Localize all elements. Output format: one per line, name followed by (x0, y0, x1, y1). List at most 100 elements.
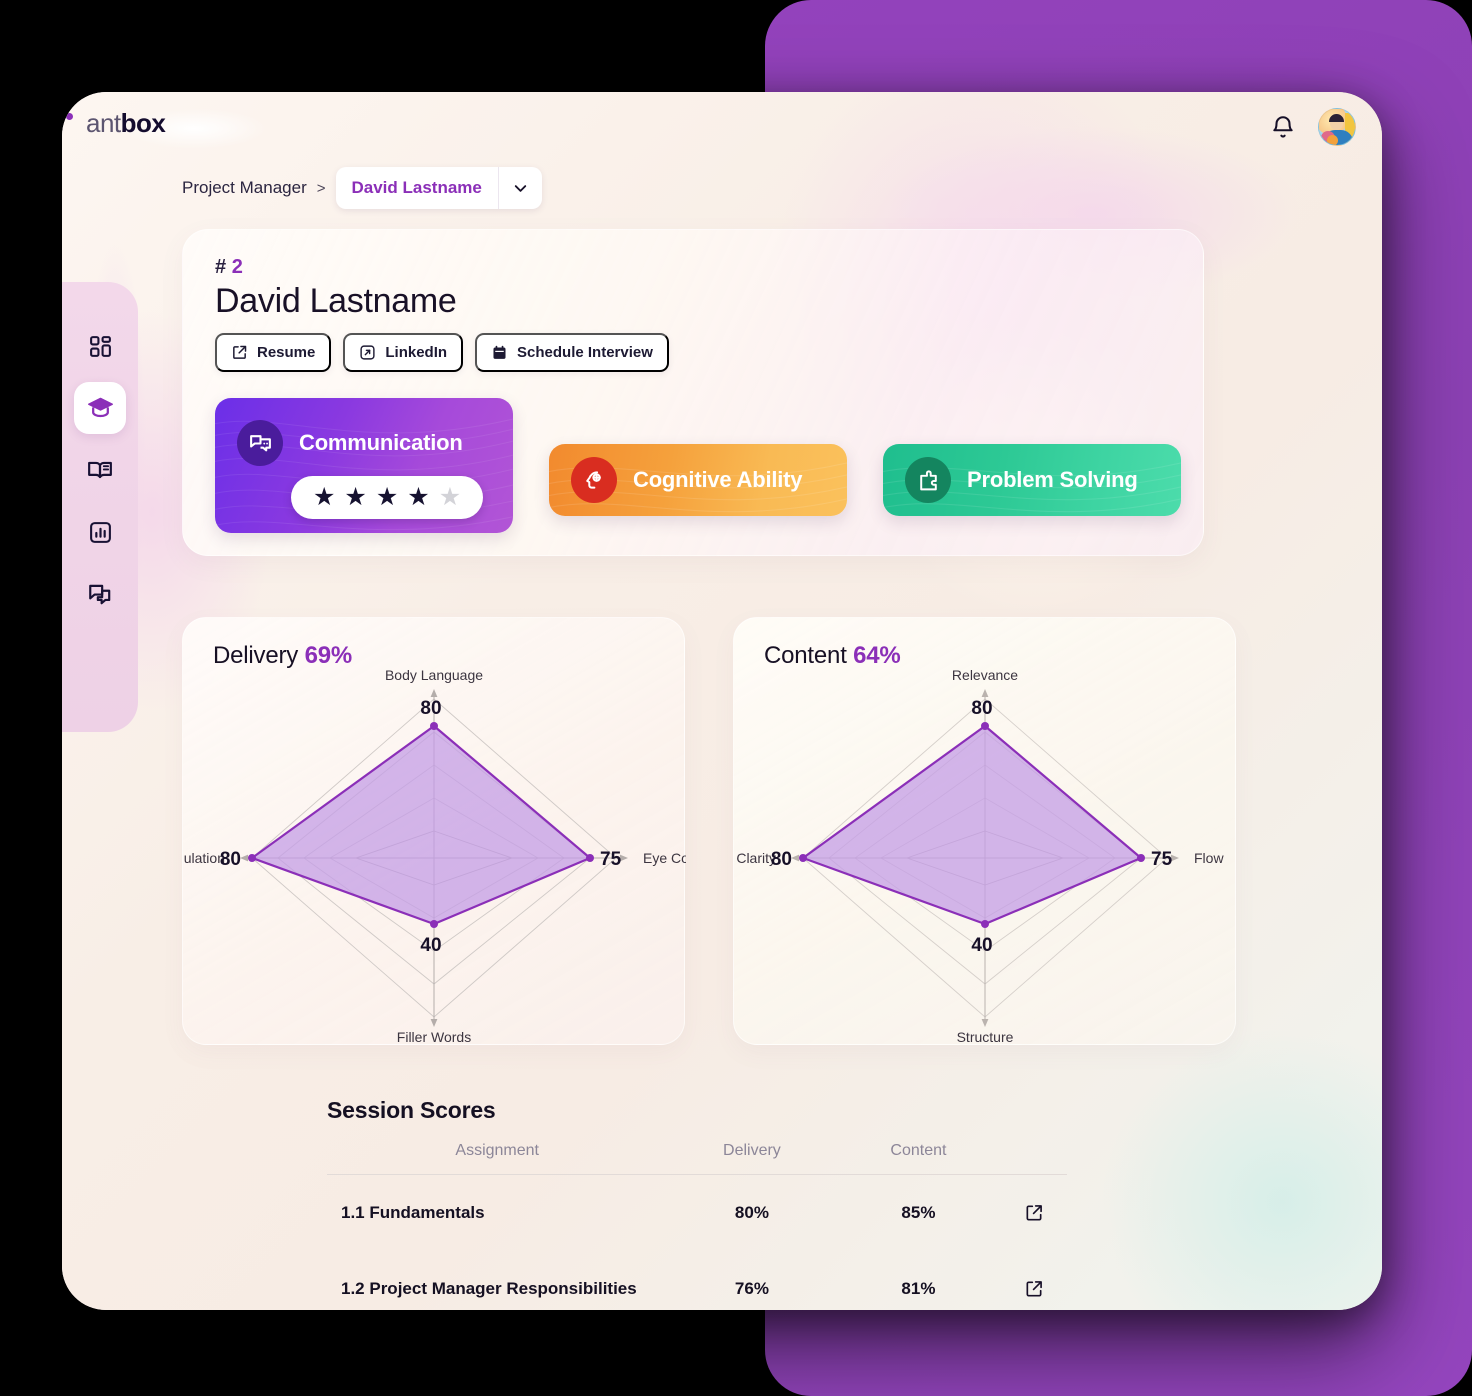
radar-title-content: Content 64% (764, 642, 901, 670)
radar-axis-label-1: Flow (1194, 850, 1224, 866)
cell-content: 81% (901, 1279, 936, 1298)
rank-hash: # (215, 256, 227, 278)
external-link-icon (1026, 1281, 1042, 1297)
radar-title-text: Delivery (213, 642, 299, 669)
radar-value-label-3: 80 (771, 849, 792, 870)
radar-score-value: 64% (853, 642, 901, 669)
skill-card-header: Problem Solving (905, 457, 1138, 503)
radar-value-label-3: 80 (220, 849, 241, 870)
puzzle-icon (905, 457, 951, 503)
skill-card-header: Cognitive Ability (571, 457, 803, 503)
external-link-icon (1026, 1205, 1042, 1221)
skill-label-cognitive-ability: Cognitive Ability (633, 467, 803, 492)
radar-axis-label-2: Filler Words (397, 1029, 471, 1043)
rank-number: 2 (231, 256, 243, 278)
skill-card-problem-solving[interactable]: Problem Solving (883, 444, 1181, 516)
sidebar-item-messages[interactable] (74, 568, 126, 620)
radar-value-label-0: 80 (420, 698, 441, 719)
communication-star-rating[interactable]: ★ ★ ★ ★ ★ (291, 476, 484, 519)
radar-value-label-0: 80 (971, 698, 992, 719)
sidebar-item-learning[interactable] (74, 382, 126, 434)
skill-card-cognitive-ability[interactable]: Cognitive Ability (549, 444, 847, 516)
candidate-profile-card: # 2 David Lastname Resume (182, 229, 1204, 556)
table-header-row: Assignment Delivery Content (327, 1138, 1067, 1175)
radar-value-label-1: 75 (1151, 849, 1173, 870)
cell-delivery: 76% (734, 1279, 769, 1298)
open-session-button[interactable] (1000, 1251, 1067, 1310)
breadcrumb-separator: > (316, 179, 326, 197)
sidebar-item-dashboard[interactable] (74, 320, 126, 372)
user-avatar[interactable] (1318, 108, 1356, 146)
radar-title-text: Content (764, 642, 847, 669)
linkedin-icon (359, 344, 376, 361)
skill-card-group: Communication ★ ★ ★ ★ ★ (215, 398, 1181, 533)
radar-chart-delivery: Body Language Eye Contact Filler Words M… (183, 668, 686, 1043)
candidate-selector[interactable]: David Lastname (335, 167, 542, 209)
avatar-flower-orange (1327, 135, 1338, 145)
column-header-content: Content (836, 1138, 1001, 1175)
skill-label-communication: Communication (299, 430, 463, 455)
star-empty: ★ (438, 483, 462, 511)
cell-assignment: 1.2 Project Manager Responsibilities (341, 1279, 637, 1298)
candidate-name: David Lastname (215, 282, 457, 320)
radar-axis-label-1: Eye Contact (643, 850, 686, 866)
star-filled: ★ (375, 483, 399, 511)
skill-card-communication[interactable]: Communication ★ ★ ★ ★ ★ (215, 398, 513, 533)
radar-title-delivery: Delivery 69% (213, 642, 352, 670)
candidate-action-chips: Resume LinkedIn (215, 333, 669, 372)
schedule-interview-button[interactable]: Schedule Interview (475, 333, 669, 372)
open-session-button[interactable] (1000, 1175, 1067, 1252)
radar-axis-label-2: Structure (957, 1029, 1014, 1043)
star-filled: ★ (407, 483, 430, 511)
bell-icon[interactable] (1270, 114, 1296, 140)
candidate-rank: # 2 (215, 256, 243, 279)
logo-light-text: ant (86, 108, 121, 138)
breadcrumb-root[interactable]: Project Manager (182, 178, 307, 197)
radar-card-content: Content 64% (733, 617, 1236, 1045)
external-link-icon (231, 344, 248, 361)
resume-label: Resume (257, 344, 316, 361)
linkedin-button[interactable]: LinkedIn (343, 333, 464, 372)
app-logo[interactable]: antbox (66, 108, 166, 139)
table-row[interactable]: 1.2 Project Manager Responsibilities 76%… (327, 1251, 1067, 1310)
candidate-selector-label: David Lastname (351, 178, 482, 197)
resume-button[interactable]: Resume (215, 333, 332, 372)
radar-axis-label-3: Clarity (736, 850, 776, 866)
radar-axis-label-0: Body Language (385, 668, 483, 683)
column-header-actions (1000, 1138, 1067, 1175)
radar-data-points (799, 722, 1145, 928)
linkedin-label: LinkedIn (385, 344, 448, 361)
brain-head-icon (571, 457, 617, 503)
radar-chart-content: Relevance Flow Structure Clarity 80 75 4… (736, 668, 1224, 1043)
chevron-down-icon[interactable] (497, 167, 542, 209)
cell-content: 85% (901, 1203, 936, 1222)
breadcrumb: Project Manager > David Lastname (182, 167, 542, 209)
session-scores-section: Session Scores Assignment Delivery Conte… (327, 1097, 1067, 1310)
radar-series-polygon (250, 724, 592, 926)
radar-value-label-1: 75 (600, 849, 622, 870)
table-row[interactable]: 1.1 Fundamentals 80% 85% (327, 1175, 1067, 1252)
app-window: antbox Project Manager > (62, 92, 1382, 1310)
logo-bold-text: box (120, 108, 166, 138)
sidebar-item-reports[interactable] (74, 506, 126, 558)
chat-bubbles-icon (237, 420, 283, 466)
radar-data-points (248, 722, 594, 928)
session-scores-table: Assignment Delivery Content 1.1 Fundamen… (327, 1138, 1067, 1310)
avatar-bg-right (1345, 113, 1355, 145)
radar-score-value: 69% (304, 642, 353, 669)
column-header-assignment: Assignment (327, 1138, 668, 1175)
header-actions (1270, 108, 1356, 146)
radar-value-label-2: 40 (971, 935, 992, 956)
column-header-delivery: Delivery (667, 1138, 837, 1175)
radar-card-delivery: Delivery 69% (182, 617, 686, 1045)
star-filled: ★ (344, 483, 367, 511)
calendar-icon (491, 344, 508, 361)
radar-series-polygon (801, 724, 1143, 926)
skill-card-header: Communication (237, 420, 463, 466)
radar-axis-label-3: Modulation (183, 850, 225, 866)
logo-dot-icon (66, 113, 73, 120)
sidebar-item-library[interactable] (74, 444, 126, 496)
avatar-hair (1329, 114, 1344, 122)
skill-label-problem-solving: Problem Solving (967, 467, 1138, 492)
